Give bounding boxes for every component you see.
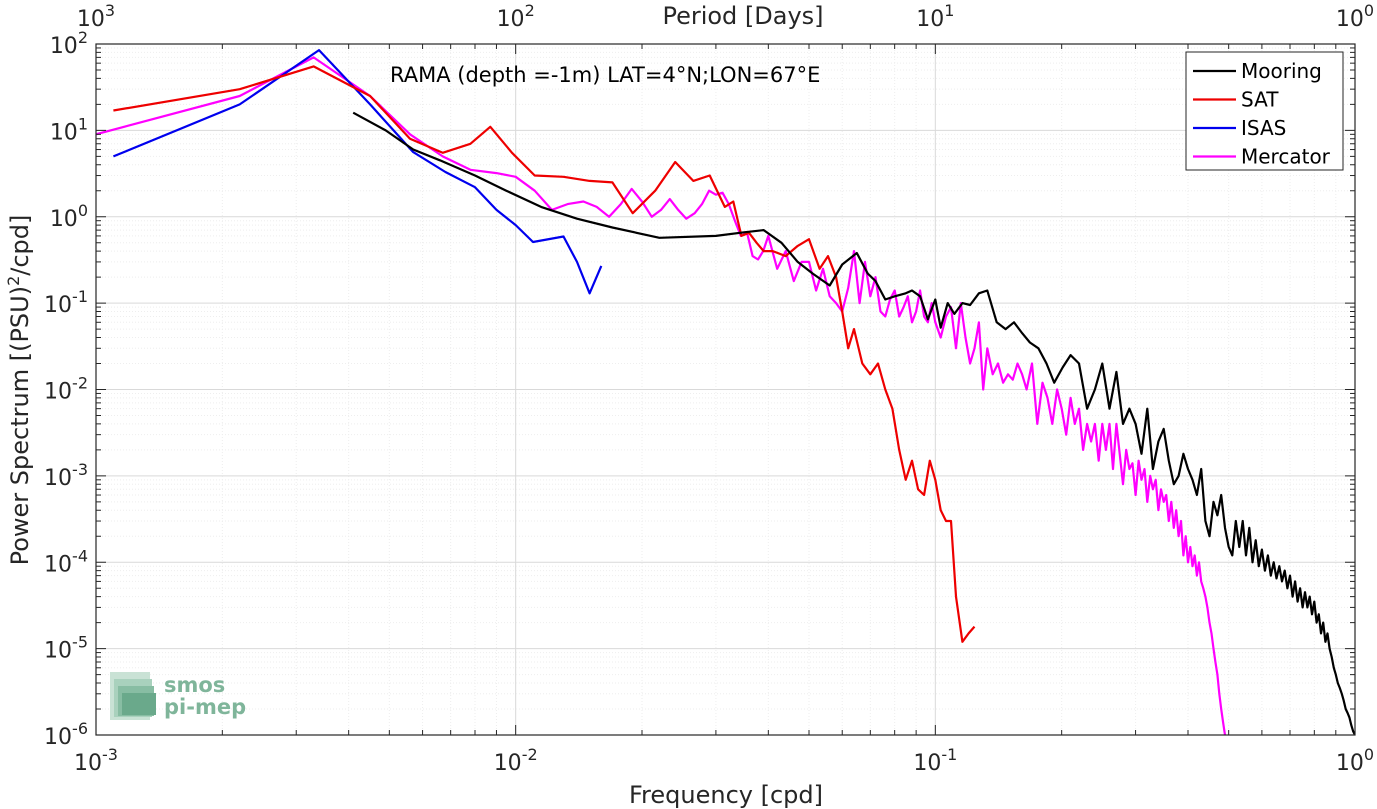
series-line-mooring xyxy=(352,111,1355,735)
x-tick-label-base: 10 xyxy=(1336,751,1364,776)
y-tick-label-exp: 0 xyxy=(78,201,88,220)
y-tick-label: 10-3 xyxy=(44,460,88,491)
y-tick-label-base: 10 xyxy=(50,34,78,59)
y-tick-label-base: 10 xyxy=(50,207,78,232)
y-tick-label-base: 10 xyxy=(44,725,72,750)
series-line-sat xyxy=(113,65,976,643)
x2-tick-label-exp: 2 xyxy=(525,1,535,20)
x2-tick-label: 103 xyxy=(77,1,115,32)
x2-tick-label-exp: 0 xyxy=(1364,1,1374,20)
x-tick-label-base: 10 xyxy=(913,751,941,776)
x-tick-label: 100 xyxy=(1336,745,1374,776)
y-tick-label: 10-5 xyxy=(44,633,88,664)
x-tick-label: 10-1 xyxy=(913,745,957,776)
series-line-isas xyxy=(112,48,603,295)
series-layer xyxy=(96,48,1355,735)
x2-tick-label-base: 10 xyxy=(497,7,525,32)
y-tick-label-exp: -5 xyxy=(72,633,88,652)
legend-label-mooring: Mooring xyxy=(1241,59,1322,83)
x2-tick-label: 102 xyxy=(497,1,535,32)
y-axis-title-main: Power Spectrum [(PSU) xyxy=(6,286,34,565)
y-tick-label: 101 xyxy=(50,114,88,145)
x-tick-label-exp: -2 xyxy=(522,745,538,764)
chart-annotation: RAMA (depth =-1m) LAT=4°N;LON=67°E xyxy=(390,63,820,87)
x-tick-label-exp: -1 xyxy=(941,745,957,764)
y-tick-label: 10-4 xyxy=(44,546,88,577)
y-tick-label-exp: -4 xyxy=(72,546,88,565)
series-line-mercator xyxy=(96,56,1227,735)
x2-tick-label: 101 xyxy=(916,1,954,32)
y-tick-label-exp: 2 xyxy=(78,28,88,47)
x2-tick-label: 100 xyxy=(1336,1,1374,32)
y-tick-label-base: 10 xyxy=(44,466,72,491)
logo-layer-4 xyxy=(122,693,156,715)
x-axis-title: Frequency [cpd] xyxy=(629,781,823,809)
legend-entries: Mooring SAT ISAS Mercator xyxy=(1193,59,1331,169)
legend: Mooring SAT ISAS Mercator xyxy=(1185,51,1344,171)
x-tick-label-exp: 0 xyxy=(1364,745,1374,764)
y-tick-label: 102 xyxy=(50,28,88,59)
y-tick-label-base: 10 xyxy=(44,552,72,577)
y-axis-title-exp: 2 xyxy=(4,276,23,286)
x2-tick-label-exp: 3 xyxy=(105,1,115,20)
x2-tick-label-base: 10 xyxy=(916,7,944,32)
legend-label-mercator: Mercator xyxy=(1241,145,1331,169)
y-tick-label-base: 10 xyxy=(44,293,72,318)
x2-axis-title: Period [Days] xyxy=(662,2,823,30)
y-tick-label-exp: -6 xyxy=(72,719,88,738)
y-tick-label-base: 10 xyxy=(44,639,72,664)
x-tick-label: 10-2 xyxy=(494,745,538,776)
y-tick-label-base: 10 xyxy=(50,120,78,145)
y-axis-title: Power Spectrum [(PSU)2/cpd] xyxy=(4,215,34,566)
y-tick-label-base: 10 xyxy=(44,380,72,405)
y-tick-label: 10-2 xyxy=(44,374,88,405)
y-tick-label-exp: -1 xyxy=(72,287,88,306)
x-tick-label-base: 10 xyxy=(494,751,522,776)
y-tick-label: 10-6 xyxy=(44,719,88,750)
y-tick-label: 100 xyxy=(50,201,88,232)
x-tick-label-exp: -3 xyxy=(102,745,118,764)
y-tick-label-exp: -2 xyxy=(72,374,88,393)
y-tick-label-exp: 1 xyxy=(78,114,88,133)
tick-marks xyxy=(95,44,1355,736)
x2-tick-label-base: 10 xyxy=(77,7,105,32)
grid-lines xyxy=(95,44,1355,736)
x2-tick-label-exp: 1 xyxy=(944,1,954,20)
x-tick-label: 10-3 xyxy=(74,745,118,776)
x-tick-label-base: 10 xyxy=(74,751,102,776)
logo-line-2: pi-mep xyxy=(164,695,246,719)
smos-pi-mep-logo: smos pi-mep xyxy=(110,672,246,720)
y-tick-label: 10-1 xyxy=(44,287,88,318)
legend-label-sat: SAT xyxy=(1241,88,1279,112)
x2-tick-label-base: 10 xyxy=(1336,7,1364,32)
y-tick-label-exp: -3 xyxy=(72,460,88,479)
legend-label-isas: ISAS xyxy=(1241,116,1286,140)
y-axis-title-tail: /cpd] xyxy=(6,215,34,276)
logo-line-1: smos xyxy=(164,673,225,697)
